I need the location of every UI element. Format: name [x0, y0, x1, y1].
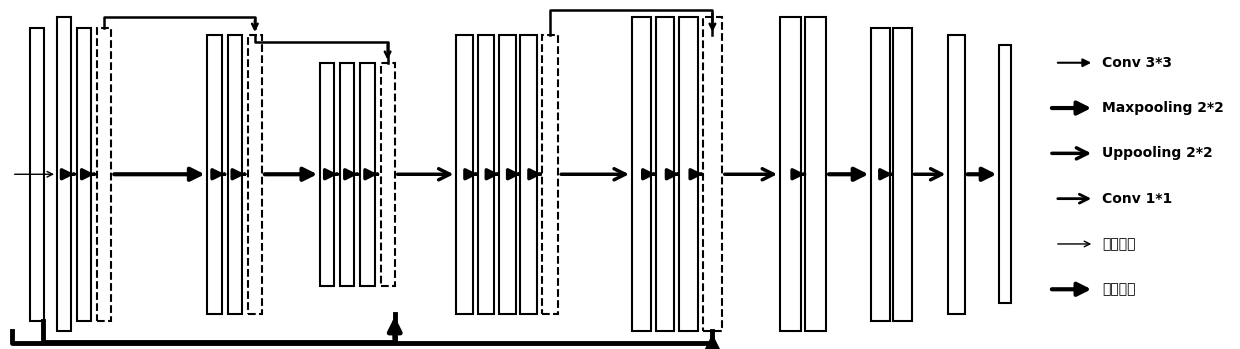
FancyBboxPatch shape: [542, 35, 558, 314]
FancyBboxPatch shape: [381, 63, 394, 286]
FancyBboxPatch shape: [805, 17, 826, 331]
FancyBboxPatch shape: [893, 28, 911, 321]
Text: Conv 3*3: Conv 3*3: [1102, 56, 1172, 70]
FancyBboxPatch shape: [498, 35, 516, 314]
Text: Maxpooling 2*2: Maxpooling 2*2: [1102, 101, 1224, 115]
FancyBboxPatch shape: [456, 35, 472, 314]
FancyBboxPatch shape: [780, 17, 801, 331]
FancyBboxPatch shape: [77, 28, 92, 321]
FancyBboxPatch shape: [703, 17, 722, 331]
FancyBboxPatch shape: [57, 17, 71, 331]
FancyBboxPatch shape: [361, 63, 374, 286]
FancyBboxPatch shape: [999, 45, 1011, 303]
FancyBboxPatch shape: [30, 28, 43, 321]
FancyBboxPatch shape: [680, 17, 698, 331]
Text: Conv 1*1: Conv 1*1: [1102, 192, 1173, 206]
Text: 跨层连接: 跨层连接: [1102, 282, 1136, 296]
FancyBboxPatch shape: [949, 35, 965, 314]
FancyBboxPatch shape: [632, 17, 651, 331]
Text: Uppooling 2*2: Uppooling 2*2: [1102, 146, 1213, 160]
FancyBboxPatch shape: [521, 35, 537, 314]
Text: 残差连接: 残差连接: [1102, 237, 1136, 251]
FancyBboxPatch shape: [248, 35, 262, 314]
FancyBboxPatch shape: [320, 63, 335, 286]
FancyBboxPatch shape: [477, 35, 495, 314]
FancyBboxPatch shape: [872, 28, 890, 321]
FancyBboxPatch shape: [97, 28, 112, 321]
FancyBboxPatch shape: [228, 35, 242, 314]
FancyBboxPatch shape: [207, 35, 222, 314]
FancyBboxPatch shape: [656, 17, 675, 331]
FancyBboxPatch shape: [340, 63, 355, 286]
